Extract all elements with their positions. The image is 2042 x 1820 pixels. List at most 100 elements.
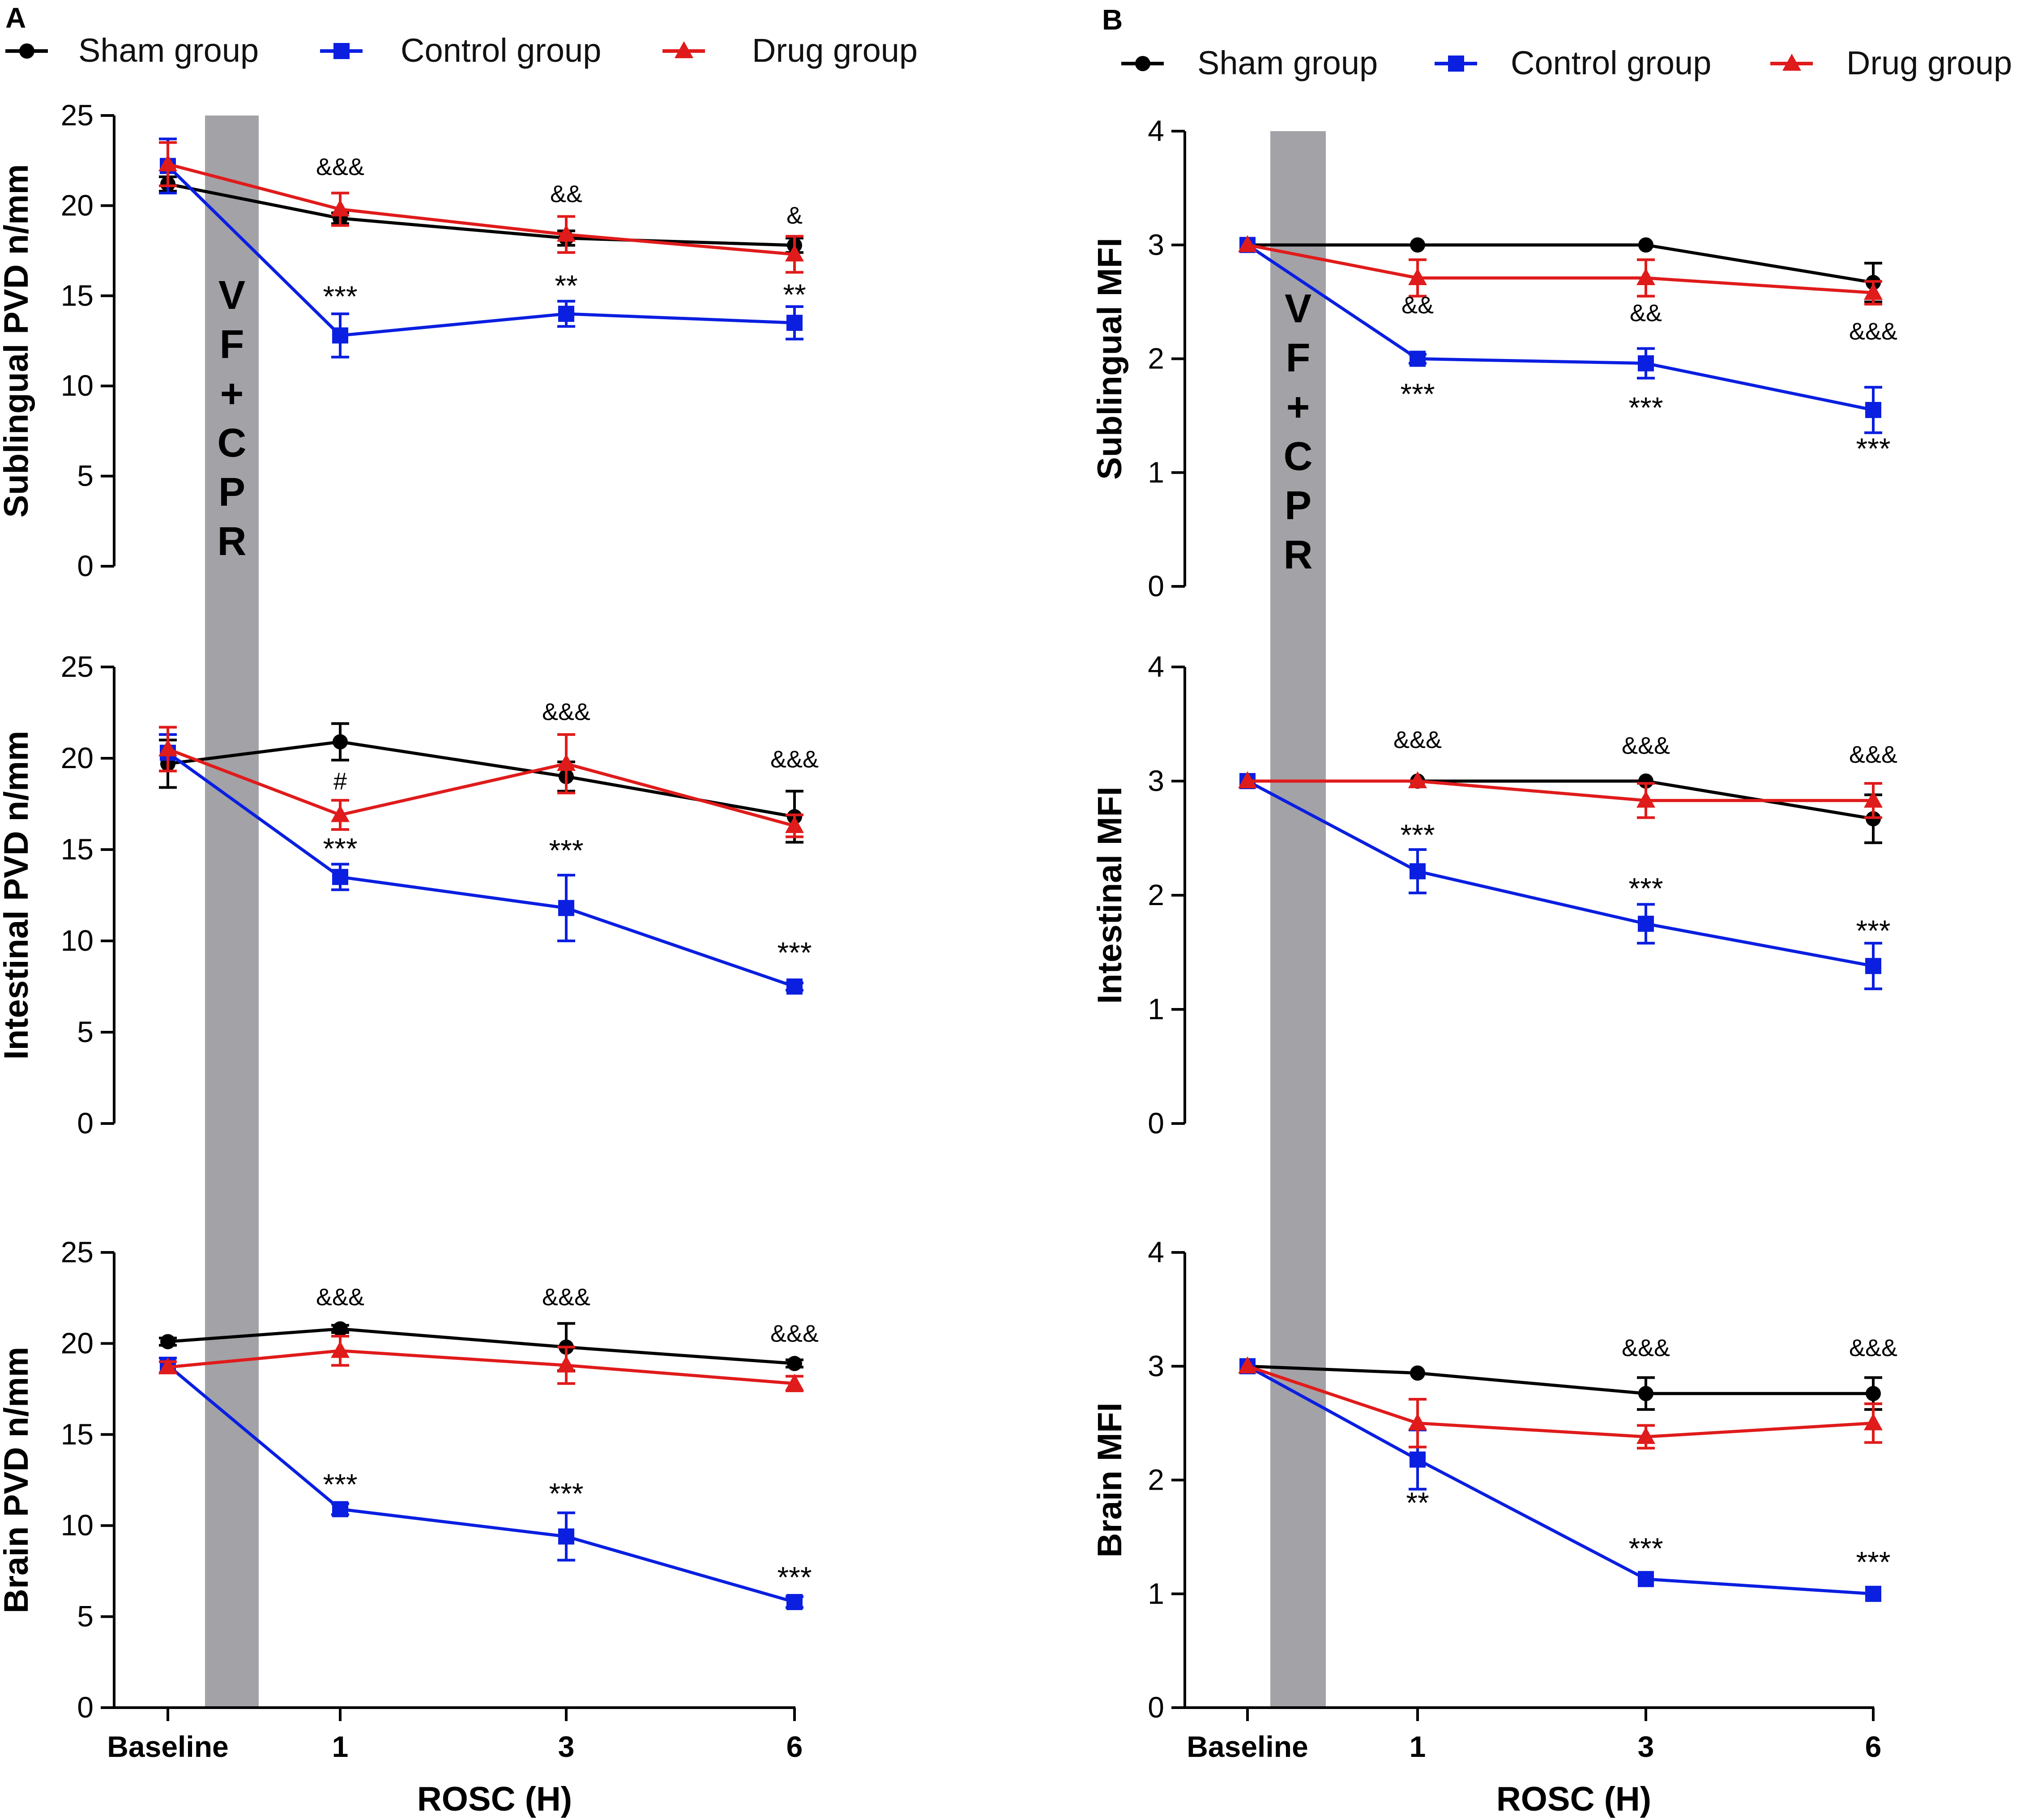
legend-item: Control group: [1435, 44, 1711, 81]
intervention-label: P: [1285, 483, 1311, 528]
significance-label: ***: [549, 833, 583, 867]
legend-label: Control group: [401, 32, 601, 69]
chart: 0 1 2 3 4 Intestinal MFI &&& &&& &&& *** *** ***: [1091, 650, 1897, 1140]
significance-label: &&&: [542, 698, 590, 725]
y-tick-label: 3: [1148, 764, 1164, 797]
series-drug-group: [158, 726, 804, 838]
y-tick-label: 10: [61, 924, 94, 957]
significance-label: ***: [323, 280, 357, 313]
significance-label: ***: [777, 1561, 812, 1594]
significance-label: ***: [1856, 914, 1890, 947]
series-control-group: [1239, 237, 1882, 434]
significance-label: #: [333, 768, 347, 795]
data-point: [1865, 1585, 1881, 1602]
data-point: [158, 154, 177, 171]
significance-label: ***: [1400, 818, 1435, 851]
data-point: [1410, 863, 1426, 880]
significance-label: **: [1406, 1486, 1429, 1519]
panel-b: B Sham group Control group Drug group 0 1 2 3 4 S…: [1091, 4, 2012, 1818]
data-point: [1636, 268, 1655, 285]
data-point: [332, 1501, 348, 1517]
series-line: [1247, 244, 1874, 412]
legend-item: Drug group: [662, 32, 918, 69]
legend-label: Drug group: [752, 32, 918, 69]
x-tick-label: Baseline: [107, 1730, 228, 1763]
y-tick-label: 4: [1148, 650, 1164, 683]
intervention-label: V: [1285, 286, 1311, 331]
legend: Sham group Control group Drug group: [1121, 44, 2012, 81]
series-line: [1247, 1364, 1873, 1395]
data-point: [333, 1321, 348, 1337]
data-point: [1408, 268, 1427, 285]
significance-label: ***: [1628, 872, 1663, 905]
data-point: [1638, 1571, 1654, 1587]
series-sham-group: [1240, 773, 1882, 844]
series-sham-group: [1240, 237, 1882, 303]
intervention-label: R: [218, 519, 247, 564]
data-point: [1638, 773, 1653, 789]
data-point: [1638, 355, 1654, 372]
intervention-label: F: [220, 322, 244, 367]
y-tick-label: 3: [1148, 228, 1164, 261]
legend-item: Sham group: [1121, 44, 1378, 81]
y-tick-label: 25: [61, 1235, 94, 1269]
x-tick-label: 1: [332, 1730, 349, 1763]
y-tick-label: 20: [61, 741, 94, 774]
significance-label: &&&: [316, 154, 364, 180]
significance-label: **: [555, 269, 577, 302]
significance-label: &&&: [770, 1320, 819, 1347]
legend-label: Drug group: [1846, 44, 2012, 81]
series-line: [167, 165, 795, 338]
significance-label: ***: [1628, 1532, 1663, 1565]
y-axis-title: Intestinal MFI: [1091, 786, 1129, 1004]
x-axis-title: ROSC (H): [417, 1780, 572, 1818]
legend-item: Control group: [320, 32, 601, 69]
significance-label: &: [786, 202, 803, 229]
y-tick-label: 0: [1148, 569, 1164, 602]
significance-label: &&&: [1849, 318, 1897, 345]
y-tick-label: 25: [61, 650, 94, 683]
panel-letter: A: [5, 2, 26, 34]
data-point: [1410, 237, 1425, 253]
data-point: [1636, 790, 1655, 808]
data-point: [1636, 1427, 1655, 1444]
series-drug-group: [158, 1335, 804, 1393]
y-tick-label: 10: [61, 1508, 94, 1542]
series-control-group: [1239, 773, 1882, 991]
significance-label: &&&: [770, 746, 819, 773]
series-line: [167, 751, 795, 988]
y-tick-label: 5: [77, 1600, 94, 1633]
y-tick-label: 0: [77, 1691, 94, 1724]
series-line: [1247, 779, 1873, 802]
significance-label: &&: [550, 180, 582, 207]
intervention-band: [205, 115, 259, 1708]
data-point: [786, 1594, 803, 1611]
intervention-band: [1270, 131, 1326, 1708]
series-line: [167, 182, 795, 247]
series-sham-group: [1240, 1359, 1882, 1411]
y-tick-label: 20: [61, 188, 94, 222]
significance-label: &&&: [1849, 741, 1897, 768]
y-axis-title: Brain MFI: [1091, 1402, 1129, 1557]
x-axis-title: ROSC (H): [1496, 1780, 1651, 1818]
significance-label: ***: [549, 1477, 583, 1510]
x-tick-label: Baseline: [1187, 1730, 1308, 1763]
intervention-label: F: [1286, 336, 1311, 380]
data-point: [158, 1357, 177, 1375]
y-tick-label: 15: [61, 1418, 94, 1451]
data-point: [786, 978, 803, 995]
data-point: [331, 805, 350, 822]
series-control-group: [159, 733, 803, 995]
y-tick-label: 15: [61, 833, 94, 866]
data-point: [558, 900, 574, 916]
data-point: [1410, 1451, 1426, 1468]
significance-label: ***: [1628, 391, 1663, 424]
intervention-label: +: [220, 372, 244, 416]
series-line: [1247, 1364, 1874, 1439]
data-point: [558, 1528, 574, 1545]
significance-label: &&: [1630, 300, 1662, 327]
chart: 0 5 10 15 20 25 Brain PVD n/mm &&& &&& &&& *** *** *…: [0, 1235, 819, 1818]
y-tick-label: 0: [77, 549, 94, 582]
series-line: [1247, 1365, 1874, 1596]
